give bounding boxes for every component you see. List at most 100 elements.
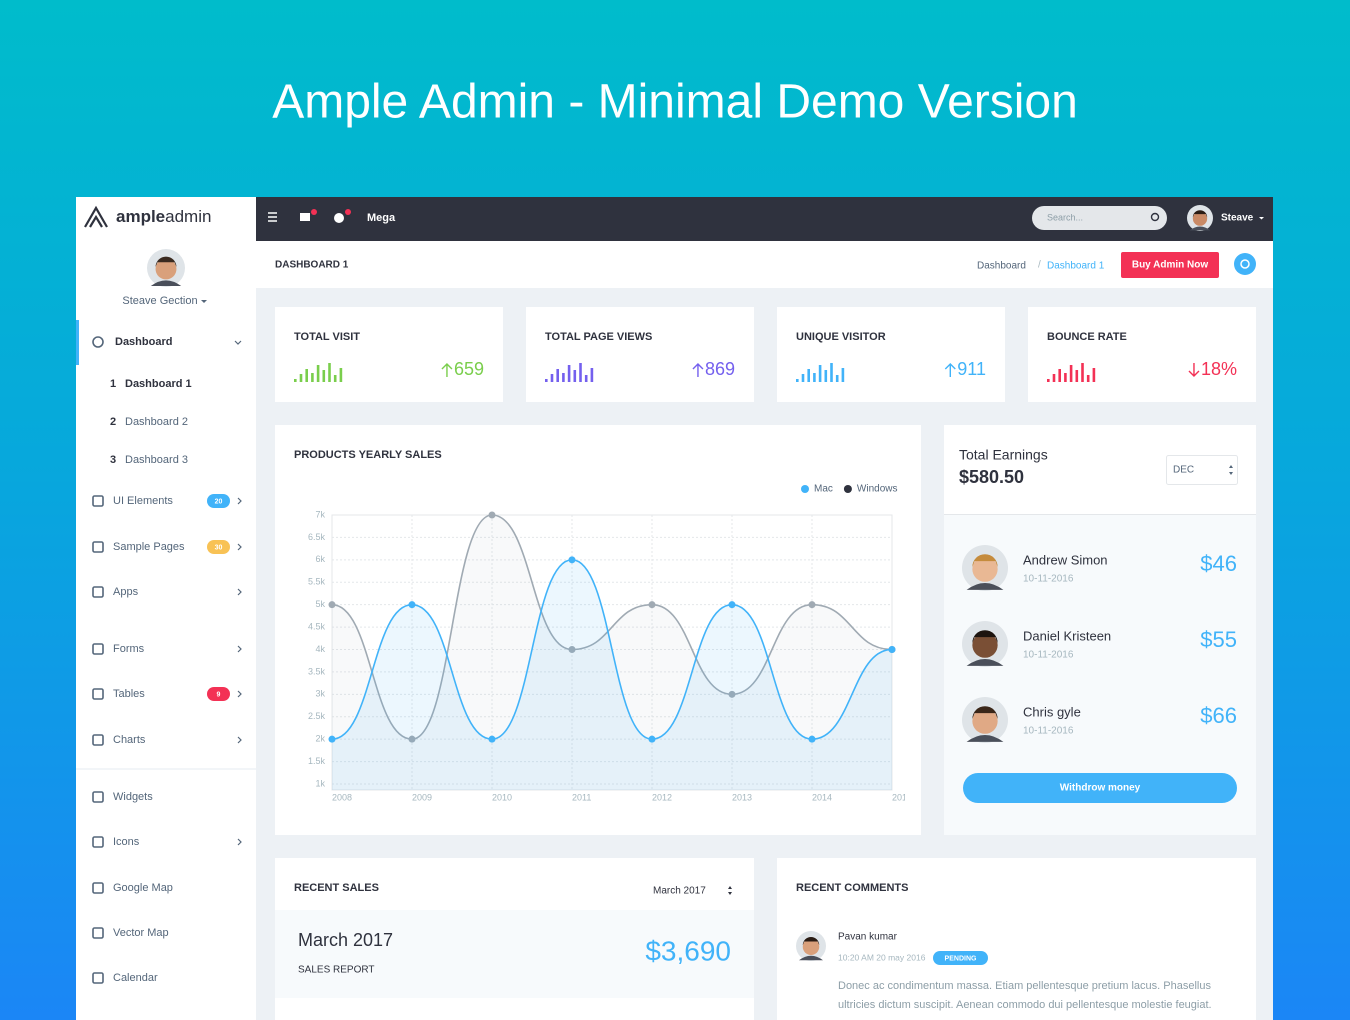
y-tick-label: 4k — [315, 644, 325, 654]
data-point — [408, 601, 416, 609]
sparkline-bar — [1092, 368, 1096, 382]
menu-badge-text: 20 — [215, 498, 223, 505]
submenu-item[interactable]: Dashboard 1 — [125, 378, 192, 390]
legend-label: Windows — [857, 484, 898, 495]
x-tick-label: 2013 — [732, 792, 752, 802]
y-tick-label: 3k — [315, 689, 325, 699]
submenu-item[interactable]: Dashboard 3 — [125, 454, 188, 466]
trend-arrow — [692, 363, 704, 377]
person-amount: $46 — [1200, 551, 1237, 576]
menu-badge — [207, 540, 230, 554]
menu-item[interactable]: Google Map — [113, 882, 173, 894]
y-tick-label: 5k — [315, 599, 325, 609]
menu-item[interactable]: Tables — [113, 688, 145, 700]
search-icon — [1150, 212, 1160, 222]
data-point — [328, 735, 336, 743]
submenu-number: 3 — [110, 454, 116, 466]
sparkline-bar — [818, 365, 822, 382]
stat-title: UNIQUE VISITOR — [796, 331, 886, 343]
month-select[interactable] — [1166, 455, 1238, 485]
menu-icon — [92, 643, 104, 655]
menu-item[interactable]: Apps — [113, 586, 139, 598]
menu-icon — [92, 791, 104, 803]
menu-item[interactable]: Widgets — [113, 791, 153, 803]
y-tick-label: 6.5k — [308, 532, 326, 542]
sparkline-bar — [1064, 373, 1067, 382]
comment-avatar-hair — [802, 937, 820, 946]
sales-title: RECENT SALES — [294, 882, 379, 894]
menu-item[interactable]: Forms — [113, 643, 145, 655]
settings-icon — [1240, 259, 1250, 269]
comment-badge-text: PENDING — [945, 955, 977, 962]
chevron-right — [237, 838, 242, 846]
data-point — [488, 511, 496, 519]
sparkline-bar — [562, 373, 565, 382]
logo-bold: ample — [116, 207, 165, 226]
menu-icon — [92, 972, 104, 984]
person-avatar-hair — [972, 554, 998, 567]
chevron-right — [237, 543, 242, 551]
person-date: 10-11-2016 — [1023, 650, 1074, 661]
menu-item[interactable]: Charts — [113, 734, 146, 746]
y-tick-label: 3.5k — [308, 666, 326, 676]
sparkline-bar — [573, 370, 577, 382]
series-area — [332, 559, 892, 790]
y-tick-label: 1k — [315, 778, 325, 788]
person-avatar-hair — [972, 706, 998, 719]
person-avatar-face — [972, 708, 998, 734]
search-box[interactable] — [1032, 206, 1167, 230]
menu-item[interactable]: Sample Pages — [113, 541, 185, 553]
menu-item[interactable]: Icons — [113, 836, 140, 848]
buy-button-text: Buy Admin Now — [1132, 260, 1209, 271]
sparkline-bar — [299, 374, 303, 382]
breadcrumb-sep: / — [1038, 260, 1041, 271]
sparkline-bar — [316, 365, 320, 382]
menu-item[interactable]: Calendar — [113, 972, 158, 984]
stat-card — [777, 307, 1005, 402]
menu-item[interactable]: Vector Map — [113, 927, 169, 939]
data-point — [728, 601, 736, 609]
top-caret — [1259, 217, 1264, 220]
legend-dot — [801, 485, 809, 493]
settings-button[interactable] — [1234, 253, 1256, 275]
sparkline-bar — [1052, 374, 1056, 382]
submenu-item[interactable]: Dashboard 2 — [125, 416, 188, 428]
y-tick-label: 7k — [315, 509, 325, 519]
top-user[interactable]: Steave — [1221, 213, 1254, 224]
top-avatar-face — [1192, 211, 1208, 226]
sparkline-bar — [545, 379, 548, 382]
comments-card — [777, 858, 1256, 1020]
sparkline-bar — [835, 375, 839, 382]
mail-icon — [300, 213, 310, 221]
chevron-right — [237, 645, 242, 653]
buy-button[interactable] — [1121, 252, 1219, 278]
select-arrows — [728, 886, 732, 895]
user-caret[interactable] — [201, 300, 207, 303]
sales-select[interactable] — [647, 878, 738, 903]
withdraw-button[interactable] — [963, 773, 1237, 803]
menu-icon — [92, 586, 104, 598]
menu-item[interactable]: Dashboard — [115, 336, 172, 348]
sparkline-bar — [322, 370, 326, 382]
sparkline-bar — [328, 363, 331, 382]
y-tick-label: 5.5k — [308, 577, 326, 587]
notify-dot — [345, 209, 351, 215]
stat-value: 659 — [454, 359, 484, 379]
search-placeholder: Search... — [1047, 212, 1083, 222]
menu-item[interactable]: UI Elements — [113, 495, 173, 507]
page-heading: DASHBOARD 1 — [275, 260, 349, 271]
person-name: Andrew Simon — [1023, 552, 1108, 567]
mega-menu[interactable]: Mega — [367, 212, 396, 224]
submenu-number: 1 — [110, 378, 116, 390]
comment-badge — [933, 951, 988, 965]
chevron-down — [234, 340, 242, 345]
sales-band — [275, 910, 754, 998]
sales-amount: $3,690 — [645, 935, 731, 966]
menu-badge-text: 30 — [215, 544, 223, 551]
stat-value: 18% — [1201, 359, 1237, 379]
breadcrumb-bar — [256, 241, 1273, 288]
trend-arrow — [441, 363, 453, 377]
breadcrumb-link[interactable]: Dashboard — [977, 261, 1026, 272]
